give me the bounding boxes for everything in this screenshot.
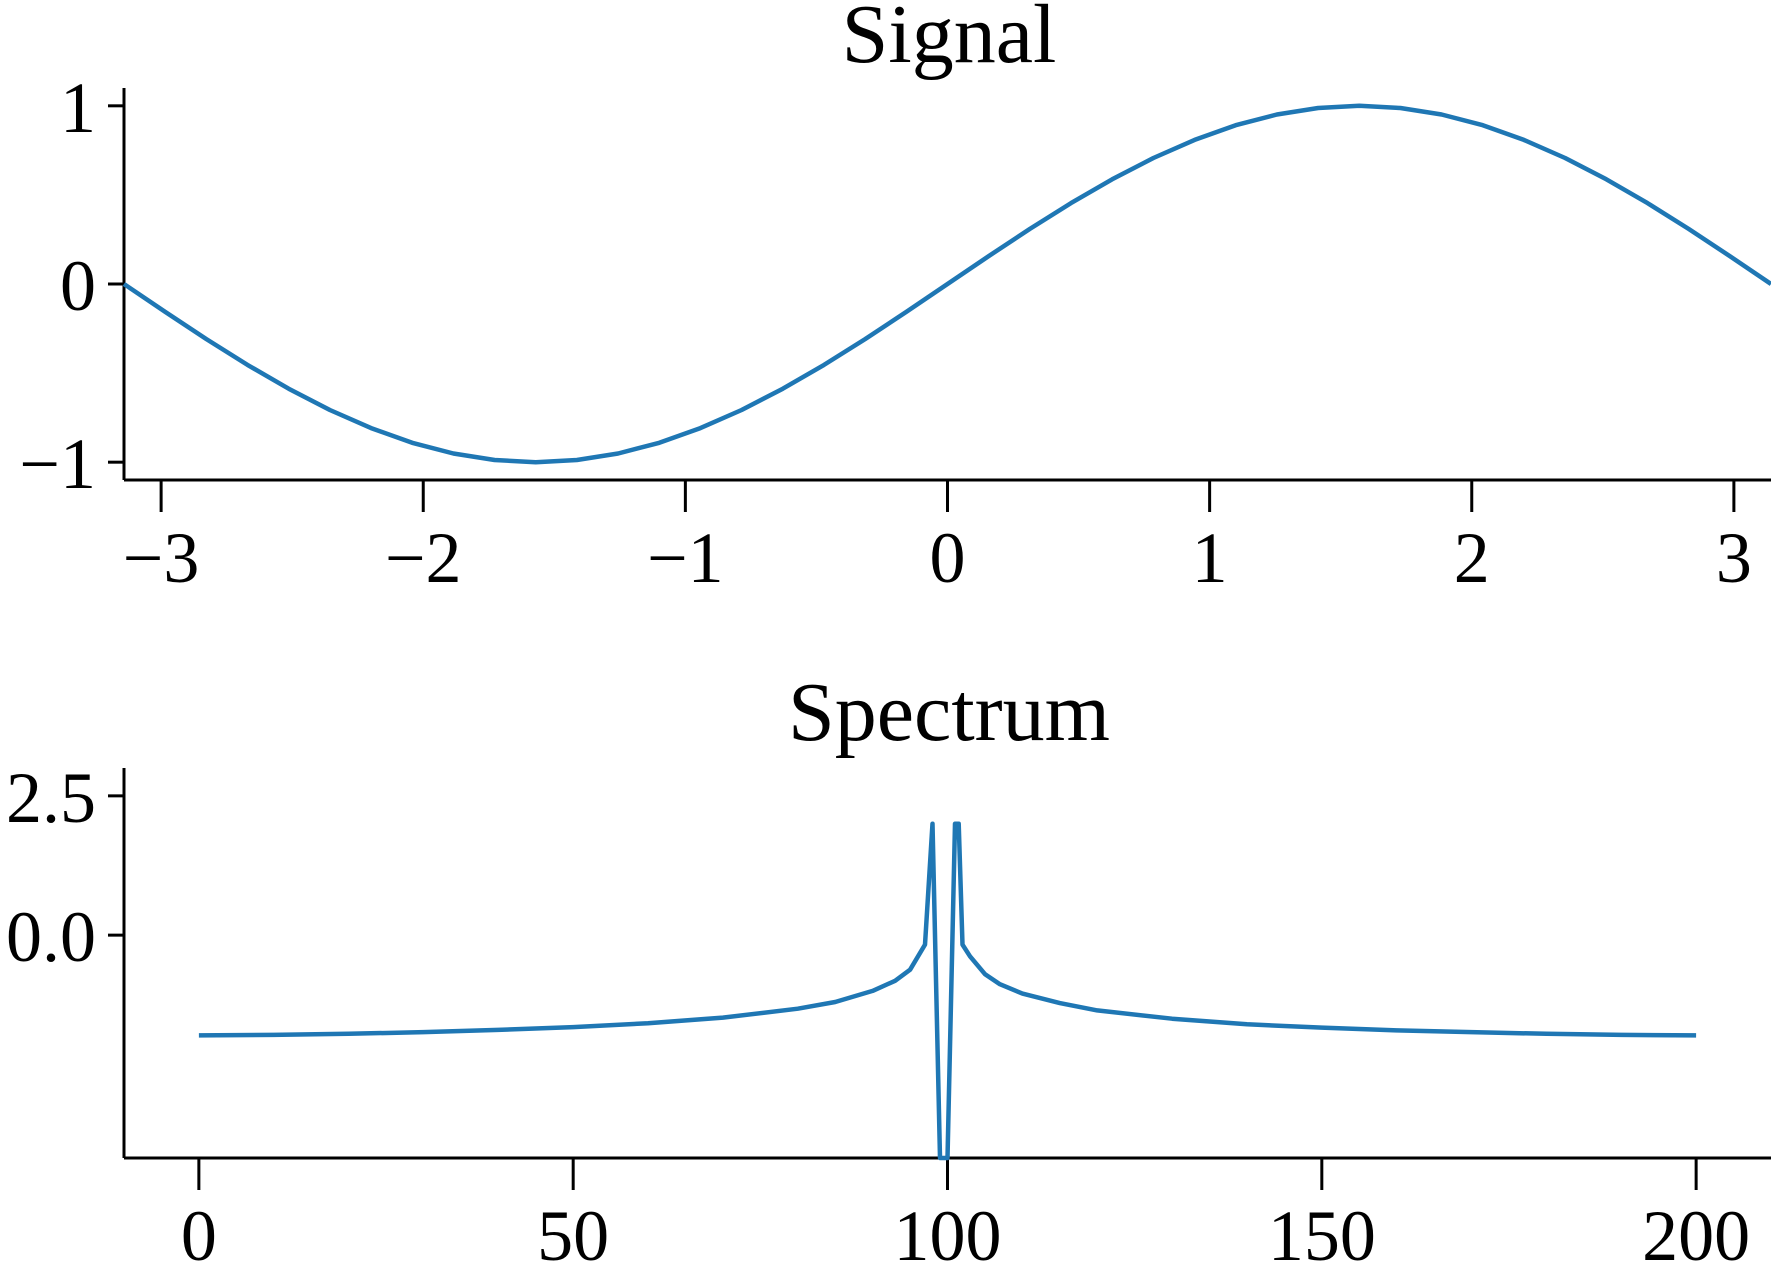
signal-x-tick-label: 2 [1454, 518, 1490, 598]
signal-x-ticks: −3 −2 −1 0 1 2 3 [123, 480, 1752, 598]
signal-y-tick-label: −1 [19, 424, 96, 504]
spectrum-x-tick-label: 150 [1268, 1196, 1376, 1275]
spectrum-line [198, 821, 1697, 1161]
spectrum-x-ticks: 0 50 100 150 200 [181, 1158, 1750, 1276]
spectrum-title: Spectrum [788, 666, 1110, 759]
spectrum-x-tick-label: 0 [181, 1196, 217, 1275]
spectrum-y-tick-label: 0.0 [6, 897, 96, 977]
spectrum-x-tick-label: 100 [894, 1196, 1002, 1275]
signal-title: Signal [842, 0, 1057, 81]
signal-line [122, 103, 1771, 465]
spectrum-x-tick-label: 50 [537, 1196, 609, 1275]
signal-y-ticks: −1 0 1 [19, 68, 124, 504]
spectrum-y-ticks: 0.0 2.5 [6, 758, 124, 977]
signal-x-tick-label: 3 [1716, 518, 1752, 598]
signal-y-tick-label: 0 [60, 246, 96, 326]
signal-x-tick-label: 1 [1192, 518, 1228, 598]
signal-panel: Signal −3 −2 −1 0 1 2 3 −1 0 1 [19, 0, 1771, 598]
signal-y-tick-label: 1 [60, 68, 96, 148]
signal-x-tick-label: 0 [930, 518, 966, 598]
spectrum-x-tick-label: 200 [1642, 1196, 1750, 1275]
spectrum-y-tick-label: 2.5 [6, 758, 96, 838]
signal-x-tick-label: −2 [385, 518, 462, 598]
signal-x-tick-label: −3 [123, 518, 200, 598]
spectrum-panel: Spectrum 0 50 100 150 200 0.0 2.5 [6, 666, 1771, 1276]
signal-x-tick-label: −1 [647, 518, 724, 598]
